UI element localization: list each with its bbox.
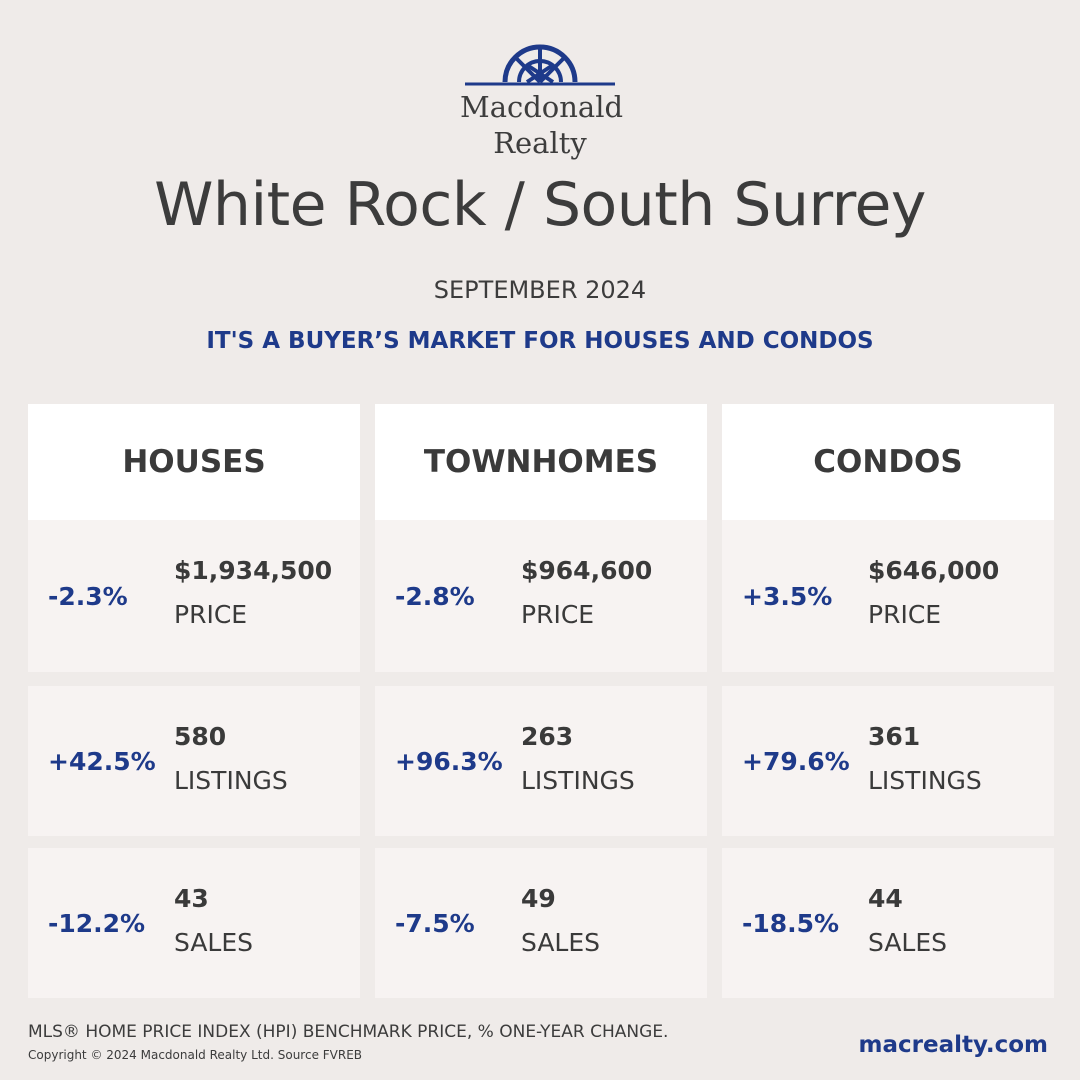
stat-value: $1,934,500: [174, 556, 333, 585]
stat-card-listings: +96.3% 263 LISTINGS: [375, 686, 707, 836]
brand-logo: Macdonald Realty: [460, 40, 624, 160]
stat-card-price: -2.8% $964,600 PRICE: [375, 520, 707, 672]
stat-change: +3.5%: [742, 581, 833, 611]
stat-metric: LISTINGS: [868, 766, 982, 795]
stat-change: -2.3%: [48, 581, 128, 611]
stat-value: 43: [174, 884, 209, 913]
market-tagline: IT'S A BUYER’S MARKET FOR HOUSES AND CON…: [206, 328, 874, 354]
stat-value: $646,000: [868, 556, 1000, 585]
stat-metric: LISTINGS: [174, 766, 288, 795]
stat-metric: SALES: [521, 928, 601, 957]
stat-card-sales: -12.2% 43 SALES: [28, 848, 360, 998]
stat-metric: PRICE: [174, 600, 248, 629]
stat-metric: LISTINGS: [521, 766, 635, 795]
copyright-text: Copyright © 2024 Macdonald Realty Ltd. S…: [28, 1048, 363, 1062]
stat-value: 49: [521, 884, 556, 913]
brand-name-line1: Macdonald: [460, 90, 624, 124]
houses-column: HOUSES -2.3% $1,934,500 PRICE +42.5% 580…: [28, 404, 360, 998]
stat-value: 580: [174, 722, 227, 751]
stat-value: $964,600: [521, 556, 653, 585]
sunburst-logo-icon: [465, 44, 615, 86]
column-header: TOWNHOMES: [375, 404, 707, 520]
stat-value: 44: [868, 884, 903, 913]
townhomes-column: TOWNHOMES -2.8% $964,600 PRICE +96.3% 26…: [375, 404, 707, 998]
stat-metric: SALES: [868, 928, 948, 957]
column-header: HOUSES: [28, 404, 360, 520]
stat-card-sales: -7.5% 49 SALES: [375, 848, 707, 998]
stat-metric: PRICE: [521, 600, 595, 629]
stat-card-listings: +42.5% 580 LISTINGS: [28, 686, 360, 836]
stat-metric: SALES: [174, 928, 254, 957]
stat-change: +42.5%: [48, 746, 156, 776]
stat-value: 263: [521, 722, 574, 751]
column-header: CONDOS: [722, 404, 1054, 520]
stat-change: -7.5%: [395, 908, 475, 938]
stat-change: -18.5%: [742, 908, 840, 938]
stat-change: +79.6%: [742, 746, 850, 776]
stat-card-price: +3.5% $646,000 PRICE: [722, 520, 1054, 672]
stat-change: -2.8%: [395, 581, 475, 611]
stat-change: -12.2%: [48, 908, 146, 938]
report-period: SEPTEMBER 2024: [433, 276, 647, 304]
website-link[interactable]: macrealty.com: [858, 1032, 1048, 1058]
stat-change: +96.3%: [395, 746, 503, 776]
stat-metric: PRICE: [868, 600, 942, 629]
methodology-note: MLS® HOME PRICE INDEX (HPI) BENCHMARK PR…: [28, 1022, 669, 1042]
stat-card-sales: -18.5% 44 SALES: [722, 848, 1054, 998]
page-title: White Rock / South Surrey: [154, 170, 926, 240]
stat-value: 361: [868, 722, 921, 751]
brand-name-line2: Realty: [493, 126, 587, 160]
stat-card-listings: +79.6% 361 LISTINGS: [722, 686, 1054, 836]
stat-card-price: -2.3% $1,934,500 PRICE: [28, 520, 360, 672]
condos-column: CONDOS +3.5% $646,000 PRICE +79.6% 361 L…: [722, 404, 1054, 998]
